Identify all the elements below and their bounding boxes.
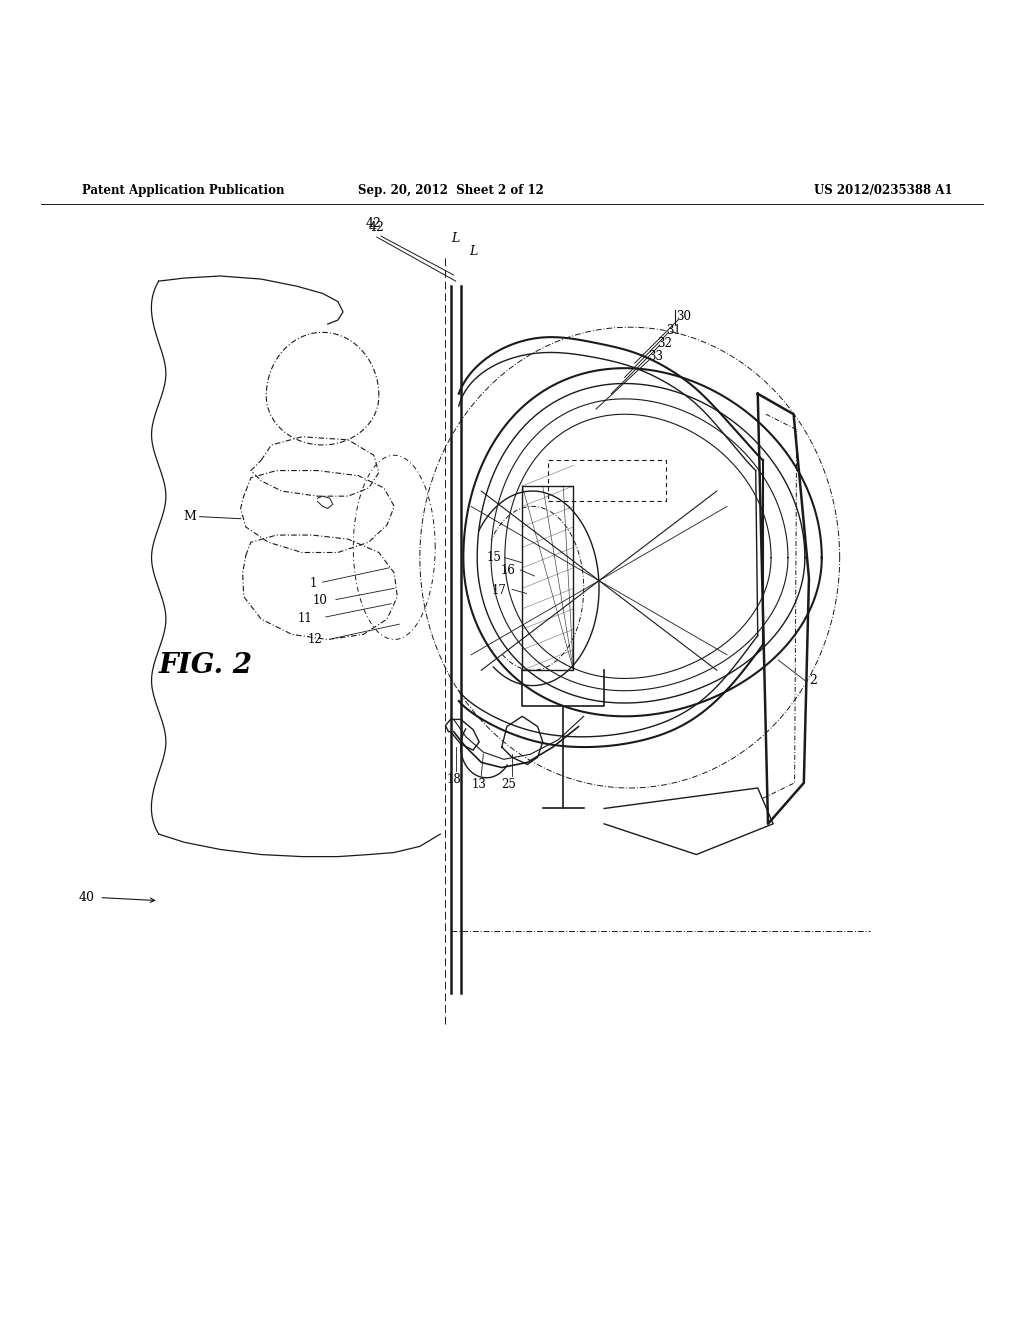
Text: 13: 13 bbox=[472, 777, 486, 791]
Text: L: L bbox=[452, 232, 460, 246]
Text: 31: 31 bbox=[667, 323, 682, 337]
Text: 1: 1 bbox=[310, 577, 317, 590]
Text: Patent Application Publication: Patent Application Publication bbox=[82, 183, 285, 197]
Text: 11: 11 bbox=[298, 611, 312, 624]
Text: M: M bbox=[183, 510, 197, 523]
Text: US 2012/0235388 A1: US 2012/0235388 A1 bbox=[814, 183, 952, 197]
Text: 42: 42 bbox=[369, 220, 385, 234]
Text: 32: 32 bbox=[657, 337, 673, 350]
Text: 25: 25 bbox=[502, 777, 516, 791]
Text: FIG. 2: FIG. 2 bbox=[159, 652, 253, 678]
Text: 42: 42 bbox=[366, 216, 382, 230]
Text: 12: 12 bbox=[308, 634, 323, 645]
Text: Sep. 20, 2012  Sheet 2 of 12: Sep. 20, 2012 Sheet 2 of 12 bbox=[357, 183, 544, 197]
Text: 2: 2 bbox=[809, 675, 817, 686]
Text: 16: 16 bbox=[500, 565, 515, 577]
Text: 40: 40 bbox=[78, 891, 94, 904]
Text: 17: 17 bbox=[492, 583, 507, 597]
Text: 10: 10 bbox=[312, 594, 328, 607]
Text: 15: 15 bbox=[486, 552, 502, 564]
Text: 30: 30 bbox=[676, 310, 691, 323]
Text: L: L bbox=[469, 244, 477, 257]
Text: 33: 33 bbox=[648, 350, 664, 363]
Text: 18: 18 bbox=[446, 772, 461, 785]
